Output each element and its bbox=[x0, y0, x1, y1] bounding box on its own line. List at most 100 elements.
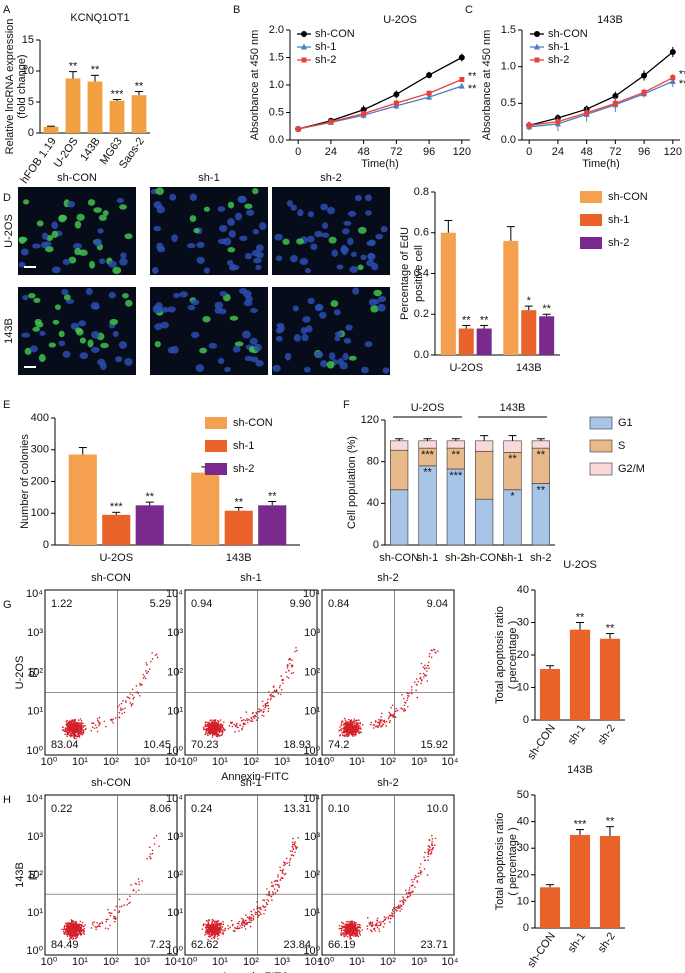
event-dot bbox=[217, 720, 219, 722]
event-dot bbox=[209, 730, 211, 732]
y-tick-label: 0.2 bbox=[414, 308, 429, 320]
nucleus bbox=[252, 188, 259, 195]
marker bbox=[641, 89, 647, 95]
y-tick-label: 10² bbox=[167, 666, 183, 678]
significance: ** bbox=[576, 611, 585, 623]
event-dot bbox=[388, 711, 390, 714]
nucleus bbox=[350, 251, 357, 257]
event-dot bbox=[155, 653, 158, 656]
event-dot bbox=[392, 907, 395, 909]
event-dot bbox=[80, 720, 83, 722]
event-dot bbox=[141, 880, 143, 882]
event-dot bbox=[428, 661, 430, 664]
legend-label: G1 bbox=[618, 417, 633, 429]
marker bbox=[612, 93, 619, 99]
event-dot bbox=[158, 845, 160, 848]
event-dot bbox=[74, 729, 77, 731]
event-dot bbox=[148, 846, 151, 849]
event-dot bbox=[410, 689, 413, 691]
quadrant-value: 9.90 bbox=[290, 598, 311, 610]
event-dot bbox=[360, 731, 362, 734]
nucleus bbox=[199, 347, 208, 354]
event-dot bbox=[252, 918, 255, 921]
nucleus bbox=[241, 330, 251, 339]
marker bbox=[426, 93, 433, 100]
event-dot bbox=[271, 899, 273, 901]
event-dot bbox=[357, 923, 359, 926]
event-dot bbox=[234, 725, 237, 728]
event-dot bbox=[355, 932, 358, 935]
event-dot bbox=[434, 837, 437, 840]
event-dot bbox=[80, 722, 83, 725]
event-dot bbox=[378, 928, 380, 930]
event-dot bbox=[129, 901, 131, 904]
marker bbox=[612, 100, 618, 106]
event-dot bbox=[286, 664, 289, 666]
event-dot bbox=[214, 930, 216, 933]
event-dot bbox=[74, 937, 77, 940]
event-dot bbox=[217, 931, 220, 934]
event-dot bbox=[210, 719, 212, 721]
bar bbox=[43, 126, 59, 133]
nucleus bbox=[314, 351, 324, 359]
bar bbox=[539, 668, 561, 720]
quadrant-value: 83.04 bbox=[51, 739, 79, 751]
event-dot bbox=[204, 934, 206, 936]
event-dot bbox=[277, 874, 279, 876]
x-tick-label: 10¹ bbox=[72, 956, 88, 968]
nucleus bbox=[299, 258, 309, 266]
chart-title: U-2OS bbox=[383, 14, 417, 26]
nucleus bbox=[73, 243, 82, 250]
x-tick-label: 48 bbox=[358, 146, 370, 158]
event-dot bbox=[350, 932, 353, 935]
event-dot bbox=[358, 722, 361, 725]
event-dot bbox=[254, 913, 257, 916]
nucleus bbox=[187, 304, 196, 311]
event-dot bbox=[77, 733, 80, 735]
event-dot bbox=[426, 670, 428, 672]
event-dot bbox=[387, 916, 390, 918]
bar bbox=[440, 232, 456, 355]
nucleus bbox=[154, 340, 161, 348]
marker bbox=[393, 100, 399, 106]
row-label: U-2OS bbox=[14, 656, 26, 690]
event-dot bbox=[408, 889, 410, 891]
event-dot bbox=[342, 922, 345, 924]
event-dot bbox=[230, 722, 233, 725]
event-dot bbox=[219, 925, 222, 927]
event-dot bbox=[130, 884, 132, 886]
y-tick-label: 10 bbox=[517, 895, 529, 907]
event-dot bbox=[397, 906, 400, 909]
event-dot bbox=[77, 930, 79, 933]
event-dot bbox=[253, 717, 256, 719]
event-dot bbox=[241, 728, 243, 731]
y-tick-label: 10³ bbox=[167, 627, 183, 639]
nucleus bbox=[29, 345, 38, 353]
event-dot bbox=[354, 929, 357, 932]
bar-segment bbox=[390, 489, 409, 546]
event-dot bbox=[112, 721, 114, 724]
event-dot bbox=[343, 935, 346, 938]
event-dot bbox=[355, 930, 357, 933]
event-dot bbox=[208, 919, 210, 921]
nucleus bbox=[274, 233, 283, 241]
event-dot bbox=[377, 721, 379, 724]
event-dot bbox=[353, 719, 355, 722]
event-dot bbox=[70, 734, 72, 737]
nucleus bbox=[93, 304, 100, 310]
event-dot bbox=[267, 698, 269, 701]
event-dot bbox=[98, 923, 101, 925]
bar bbox=[224, 510, 253, 545]
event-dot bbox=[75, 737, 77, 740]
event-dot bbox=[241, 719, 244, 722]
event-dot bbox=[357, 926, 360, 929]
event-dot bbox=[413, 878, 416, 881]
x-tick-label: 10² bbox=[380, 756, 396, 768]
event-dot bbox=[248, 918, 251, 921]
event-dot bbox=[206, 933, 208, 935]
event-dot bbox=[66, 932, 69, 934]
event-dot bbox=[92, 924, 94, 926]
nucleus bbox=[326, 206, 336, 215]
event-dot bbox=[359, 725, 361, 727]
x-tick-label: U-2OS bbox=[449, 362, 483, 374]
